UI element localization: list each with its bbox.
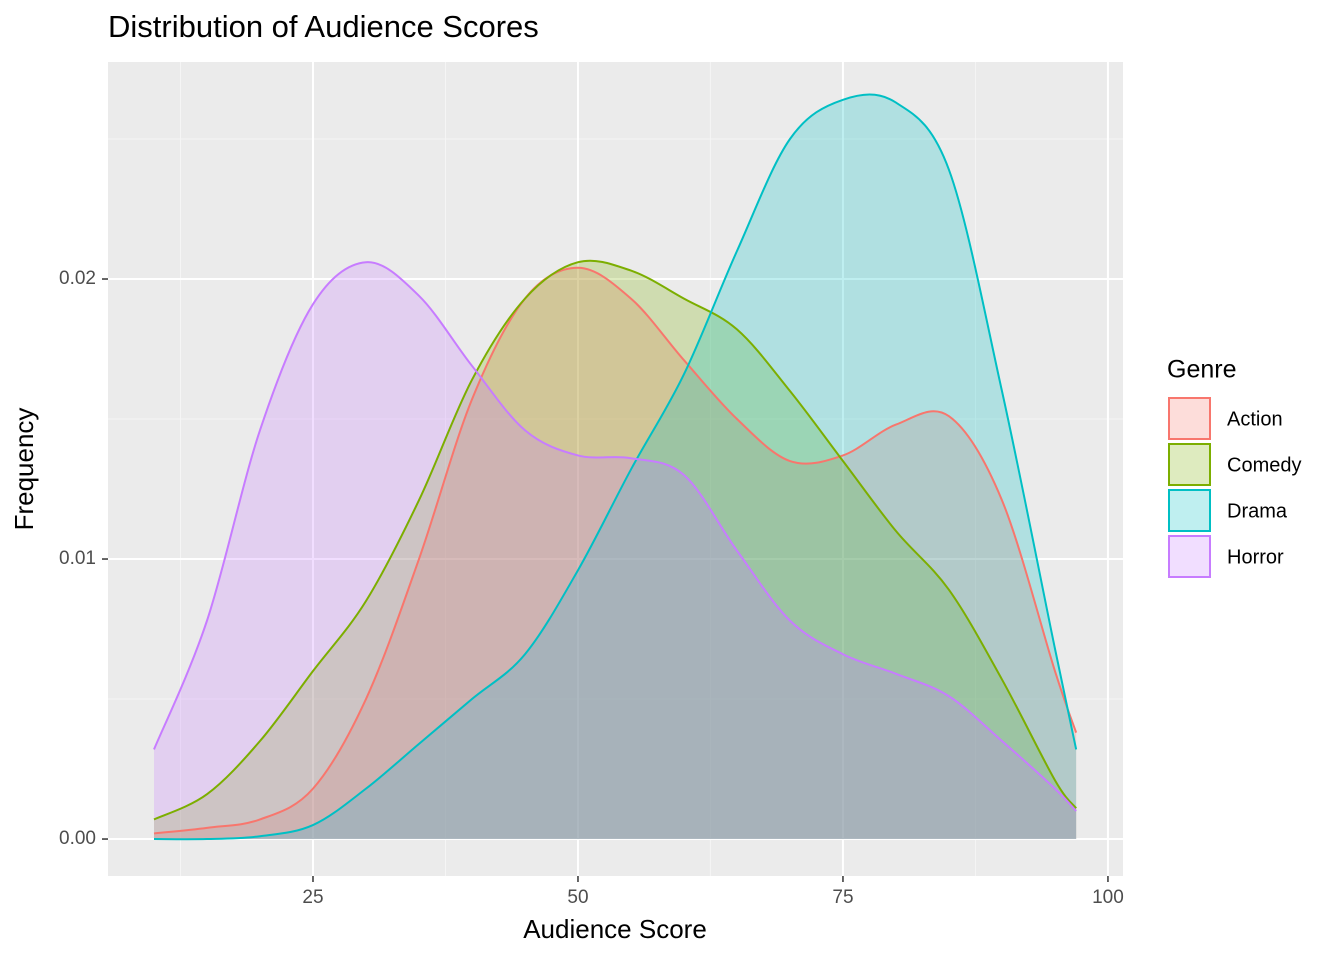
x-axis-label: Audience Score [523,914,707,944]
density-area [154,262,1077,840]
y-tick-label: 0.02 [59,268,96,289]
legend-key [1168,397,1211,440]
legend-label: Comedy [1227,454,1301,476]
density-area [154,267,1077,840]
chart-title: Distribution of Audience Scores [108,9,539,44]
density-line [153,266,1078,835]
legend-key [1168,489,1211,532]
panel [108,62,1123,876]
density-area [154,260,1077,840]
density-line [153,261,1077,812]
x-tick-label: 75 [832,887,853,908]
legend-key [1168,443,1211,486]
y-tick-label: 0.00 [59,828,96,849]
density-area [154,94,1077,840]
y-axis-label: Frequency [9,408,39,531]
legend-label: Action [1227,408,1283,430]
density-line [154,93,1078,841]
x-tick-label: 50 [567,887,588,908]
density-line [153,259,1077,821]
x-tick-label: 25 [302,887,323,908]
legend-label: Horror [1227,546,1284,568]
legend-title: Genre [1167,356,1236,384]
y-tick-label: 0.01 [59,548,96,569]
x-tick-label: 100 [1092,887,1124,908]
legend-label: Drama [1227,500,1288,522]
legend-key [1168,535,1211,578]
